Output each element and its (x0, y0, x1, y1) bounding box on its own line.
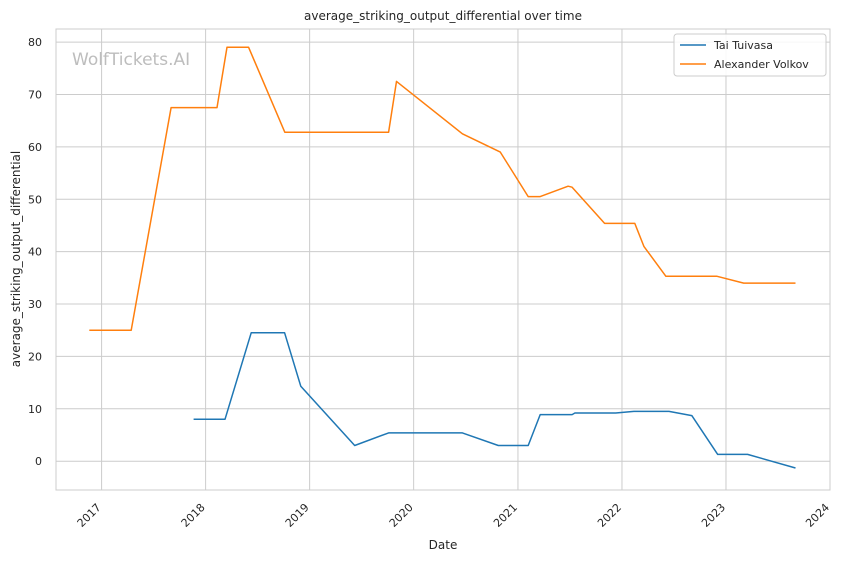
x-tick-label: 2024 (803, 501, 832, 530)
legend: Tai Tuivasa Alexander Volkov (673, 33, 827, 77)
y-tick-label: 0 (35, 455, 42, 468)
x-tick-label: 2019 (283, 501, 312, 530)
x-tick-label: 2021 (491, 501, 520, 530)
x-tick-label: 2017 (75, 501, 104, 530)
y-tick-label: 40 (28, 246, 42, 259)
x-tick-label: 2023 (699, 501, 728, 530)
y-tick-label: 50 (28, 193, 42, 206)
legend-label-tai-tuivasa: Tai Tuivasa (713, 39, 773, 52)
legend-label-alexander-volkov: Alexander Volkov (714, 58, 809, 71)
y-tick-label: 60 (28, 141, 42, 154)
series-line-tai-tuivasa (193, 332, 796, 469)
y-tick-label: 30 (28, 298, 42, 311)
y-tick-label: 70 (28, 88, 42, 101)
plot-frame (55, 28, 831, 491)
grid (56, 29, 831, 490)
x-tick-label: 2018 (179, 501, 208, 530)
y-tick-label: 80 (28, 36, 42, 49)
legend-box (673, 33, 827, 77)
y-tick-label: 10 (28, 403, 42, 416)
x-tick-label: 2022 (595, 501, 624, 530)
chart-title: average_striking_output_differential ove… (304, 9, 582, 23)
x-tick-label: 2020 (387, 501, 416, 530)
plot-background (56, 29, 830, 490)
series-layer (89, 46, 796, 469)
y-tick-label: 20 (28, 350, 42, 363)
series-line-alexander-volkov (89, 46, 796, 331)
x-axis-label: Date (429, 538, 458, 552)
watermark: WolfTickets.AI (72, 50, 190, 70)
y-axis-label: average_striking_output_differential (9, 151, 23, 367)
